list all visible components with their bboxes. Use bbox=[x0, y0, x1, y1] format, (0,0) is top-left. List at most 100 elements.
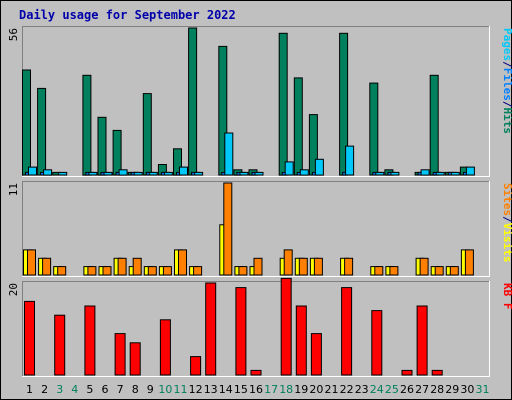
bar-sites-day-30 bbox=[464, 249, 474, 276]
bar-sites-day-25 bbox=[389, 266, 399, 276]
day-labels: 1 2 3 4 5 6 7 8 9 10 11 12 13 14 15 16 17 18 19 20 21 22 23 24 2… bbox=[26, 383, 490, 396]
bar-kb-f-day-18 bbox=[280, 277, 292, 376]
day-label-9: 9 bbox=[147, 383, 154, 396]
bar-sites-day-27 bbox=[419, 257, 429, 276]
bar-kb-f-day-26 bbox=[401, 369, 413, 376]
bar-sites-day-29 bbox=[449, 266, 459, 276]
bar-pages-day-2 bbox=[43, 169, 53, 176]
panel-kbytes: 20 KB F bbox=[7, 277, 512, 377]
plot-area bbox=[22, 26, 490, 177]
day-label-8: 8 bbox=[132, 383, 139, 396]
bar-hits-day-24 bbox=[369, 82, 379, 176]
bar-hits-day-5 bbox=[82, 74, 92, 176]
day-label-27: 27 bbox=[415, 383, 429, 396]
chart-title: Daily usage for September 2022 bbox=[19, 8, 236, 22]
bar-kb-f-day-12 bbox=[190, 356, 202, 376]
bar-pages-day-19 bbox=[299, 169, 309, 176]
bar-pages-day-24 bbox=[375, 171, 385, 176]
day-label-26: 26 bbox=[400, 383, 414, 396]
bar-sites-day-28 bbox=[434, 266, 444, 276]
bar-sites-day-24 bbox=[374, 266, 384, 276]
day-label-3: 3 bbox=[56, 383, 63, 396]
day-label-5: 5 bbox=[86, 383, 93, 396]
bar-kb-f-day-5 bbox=[84, 305, 96, 376]
bar-sites-day-11 bbox=[178, 249, 187, 276]
day-label-19: 19 bbox=[294, 383, 308, 396]
bar-pages-day-20 bbox=[314, 158, 324, 176]
bar-hits-day-2 bbox=[37, 87, 47, 176]
bar-sites-day-15 bbox=[238, 266, 248, 276]
bar-hits-day-18 bbox=[278, 32, 288, 176]
day-label-10: 10 bbox=[158, 383, 172, 396]
bar-pages-day-12 bbox=[194, 171, 204, 176]
bar-kb-f-day-7 bbox=[114, 333, 126, 376]
bar-pages-day-25 bbox=[390, 171, 400, 176]
day-label-29: 29 bbox=[445, 383, 459, 396]
bar-pages-day-1 bbox=[28, 166, 37, 176]
bar-pages-day-11 bbox=[179, 166, 188, 176]
bar-kb-f-day-19 bbox=[295, 305, 307, 376]
bar-pages-day-29 bbox=[450, 171, 460, 176]
bar-sites-day-20 bbox=[313, 257, 323, 276]
day-label-24: 24 bbox=[370, 383, 384, 396]
bar-pages-day-3 bbox=[58, 171, 68, 176]
bar-hits-day-7 bbox=[112, 129, 122, 176]
legend-entry: Files bbox=[501, 68, 512, 101]
panel-sites-visits: 11 Sites/Visits bbox=[7, 181, 512, 277]
day-label-13: 13 bbox=[204, 383, 218, 396]
day-label-30: 30 bbox=[460, 383, 474, 396]
panel-max-label: 56 bbox=[7, 28, 20, 41]
bar-sites-day-9 bbox=[147, 266, 157, 276]
bar-pages-day-14 bbox=[224, 132, 234, 176]
day-label-21: 21 bbox=[325, 383, 339, 396]
panel-max-label: 20 bbox=[7, 283, 20, 296]
bar-kb-f-day-15 bbox=[235, 287, 247, 376]
bar-pages-day-18 bbox=[284, 161, 294, 176]
day-label-2: 2 bbox=[41, 383, 48, 396]
legend-entry: Pages bbox=[501, 28, 512, 61]
bar-sites-day-18 bbox=[283, 249, 293, 276]
bar-pages-day-16 bbox=[254, 171, 264, 176]
bar-hits-day-1 bbox=[22, 69, 31, 176]
day-label-16: 16 bbox=[249, 383, 263, 396]
bar-pages-day-22 bbox=[345, 145, 355, 176]
legend-entry: / bbox=[501, 61, 512, 68]
day-label-28: 28 bbox=[430, 383, 444, 396]
legend-entry: KB F bbox=[501, 283, 512, 310]
bar-hits-day-19 bbox=[293, 77, 303, 176]
bar-hits-day-6 bbox=[97, 116, 107, 176]
bar-pages-day-10 bbox=[163, 171, 173, 176]
bar-sites-day-8 bbox=[132, 257, 142, 276]
bar-sites-day-6 bbox=[102, 266, 112, 276]
day-label-22: 22 bbox=[340, 383, 354, 396]
day-label-11: 11 bbox=[174, 383, 188, 396]
bar-sites-day-14 bbox=[223, 182, 233, 276]
bar-pages-day-8 bbox=[133, 171, 143, 176]
bar-kb-f-day-22 bbox=[341, 287, 353, 376]
bar-pages-day-5 bbox=[88, 171, 98, 176]
day-label-7: 7 bbox=[117, 383, 124, 396]
day-label-6: 6 bbox=[102, 383, 109, 396]
bar-kb-f-day-27 bbox=[416, 305, 428, 376]
bar-sites-day-5 bbox=[87, 266, 97, 276]
panel-legend: KB F bbox=[501, 283, 512, 310]
bar-sites-day-12 bbox=[193, 266, 203, 276]
bar-sites-day-1 bbox=[27, 249, 36, 276]
day-label-18: 18 bbox=[279, 383, 293, 396]
legend-entry: Visits bbox=[501, 223, 512, 263]
legend-entry: / bbox=[501, 101, 512, 108]
bar-kb-f-day-24 bbox=[371, 310, 383, 376]
bar-kb-f-day-20 bbox=[310, 333, 322, 376]
bar-sites-day-7 bbox=[117, 257, 127, 276]
bar-kb-f-day-1 bbox=[24, 300, 35, 376]
legend-entry: / bbox=[501, 216, 512, 223]
bar-hits-day-28 bbox=[429, 74, 439, 176]
bar-kb-f-day-3 bbox=[54, 314, 66, 376]
day-label-1: 1 bbox=[26, 383, 33, 396]
bar-sites-day-10 bbox=[162, 266, 172, 276]
panel-legend: Pages/Files/Hits bbox=[501, 28, 512, 134]
legend-entry: Hits bbox=[501, 108, 512, 135]
bar-sites-day-16 bbox=[253, 257, 263, 276]
